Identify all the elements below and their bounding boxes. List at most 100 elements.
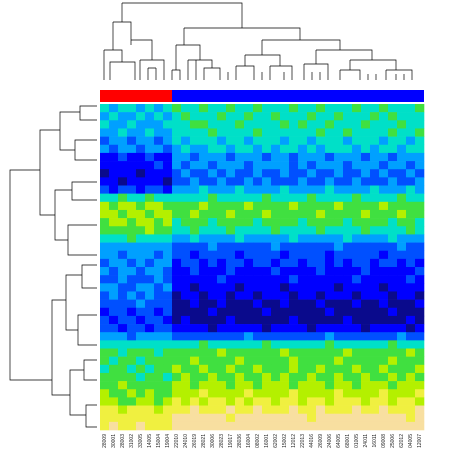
cell: [127, 299, 137, 309]
cell: [154, 218, 164, 227]
cell: [334, 250, 344, 260]
cell: [325, 161, 335, 170]
cell: [226, 128, 236, 137]
cell: [361, 250, 371, 260]
cell: [307, 201, 317, 211]
cell: [253, 201, 263, 211]
cell: [262, 315, 272, 325]
cell: [136, 291, 146, 300]
cell: [271, 161, 281, 170]
cell: [181, 120, 191, 129]
cell: [208, 340, 218, 349]
cell: [208, 177, 218, 186]
cell: [271, 356, 281, 366]
cell: [289, 389, 299, 398]
cell: [163, 356, 173, 366]
cell: [217, 307, 227, 317]
cell: [190, 161, 200, 170]
cell: [334, 169, 344, 178]
cell: [379, 258, 389, 268]
cell: [235, 242, 245, 251]
cell: [217, 356, 227, 366]
cell: [379, 226, 389, 235]
cell: [316, 340, 326, 349]
cell: [145, 152, 155, 162]
cell: [217, 185, 227, 194]
cell: [244, 381, 254, 390]
cell: [154, 324, 164, 333]
cell: [199, 193, 209, 203]
cell: [244, 250, 254, 260]
cell: [307, 226, 317, 235]
cell: [379, 381, 389, 390]
cell: [127, 161, 137, 170]
cell: [379, 315, 389, 325]
group-bar: [100, 90, 172, 102]
cell: [271, 389, 281, 398]
cell: [325, 389, 335, 398]
cell: [244, 104, 254, 113]
cell: [217, 389, 227, 398]
cell: [262, 112, 272, 121]
cell: [208, 193, 218, 203]
cell: [334, 356, 344, 366]
cell: [226, 218, 236, 227]
cell: [181, 112, 191, 121]
col-label: 28021: [201, 434, 207, 448]
cell: [190, 413, 200, 423]
cell: [217, 234, 227, 243]
cell: [262, 389, 272, 398]
cell: [298, 267, 308, 276]
cell: [325, 177, 335, 186]
cell: [172, 209, 182, 219]
cell: [100, 340, 110, 349]
cell: [100, 413, 110, 423]
cell: [172, 324, 182, 333]
cell: [100, 364, 110, 374]
cell: [280, 405, 290, 414]
cell: [343, 356, 353, 366]
cell: [217, 275, 227, 284]
cell: [199, 177, 209, 186]
cell: [307, 185, 317, 194]
cell: [316, 364, 326, 374]
cell: [307, 421, 317, 431]
cell: [145, 234, 155, 243]
cell: [208, 128, 218, 137]
cell: [118, 413, 128, 423]
cell: [244, 226, 254, 235]
cell: [343, 250, 353, 260]
cell: [235, 267, 245, 276]
cell: [280, 193, 290, 203]
cell: [397, 307, 407, 317]
cell: [406, 372, 416, 382]
cell: [397, 315, 407, 325]
cell: [352, 128, 362, 137]
cell: [208, 275, 218, 284]
cell: [334, 372, 344, 382]
cell: [262, 152, 272, 162]
cell: [289, 112, 299, 121]
cell: [100, 136, 110, 146]
cell: [271, 324, 281, 333]
cell: [145, 177, 155, 186]
cell: [379, 218, 389, 227]
cell: [334, 381, 344, 390]
cell: [109, 315, 119, 325]
cell: [361, 340, 371, 349]
cell: [316, 169, 326, 178]
cell: [253, 267, 263, 276]
cell: [262, 128, 272, 137]
cell: [379, 128, 389, 137]
cell: [397, 112, 407, 121]
cell: [280, 267, 290, 276]
cell: [199, 144, 209, 154]
cell: [253, 299, 263, 309]
cell: [370, 169, 380, 178]
cell: [136, 120, 146, 129]
cell: [262, 185, 272, 194]
cell: [109, 405, 119, 414]
cell: [109, 152, 119, 162]
cell: [271, 104, 281, 113]
cell: [208, 104, 218, 113]
